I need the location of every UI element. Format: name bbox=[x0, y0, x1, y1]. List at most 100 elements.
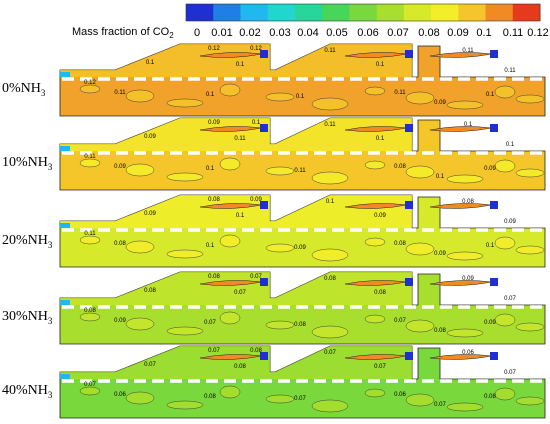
colorbar-swatch bbox=[294, 4, 323, 21]
contour-value-label: 0.11 bbox=[114, 90, 126, 96]
contour-blob bbox=[515, 245, 545, 255]
contour-value-label: 0.07 bbox=[504, 296, 516, 302]
contour-blob bbox=[405, 165, 435, 179]
contour-value-label: 0.07 bbox=[144, 362, 156, 368]
inlet-marker bbox=[60, 146, 70, 151]
contour-blob bbox=[364, 388, 386, 398]
contour-value-label: 0.08 bbox=[394, 164, 406, 170]
colorbar-tick-label: 0 bbox=[194, 27, 200, 39]
contour-blob bbox=[311, 248, 349, 262]
colorbar-swatch bbox=[403, 4, 432, 21]
contour-blob bbox=[364, 160, 386, 170]
contour-value-label: 0.1 bbox=[236, 213, 245, 219]
contour-blob bbox=[405, 91, 435, 105]
injector bbox=[405, 352, 413, 360]
contour-blob bbox=[494, 159, 516, 173]
contour-blob bbox=[446, 328, 484, 338]
contour-value-label: 0.08 bbox=[208, 274, 220, 280]
contour-value-label: 0.09 bbox=[294, 245, 306, 251]
injector bbox=[490, 201, 498, 209]
case-label: 20%NH3 bbox=[2, 233, 53, 250]
contour-blob bbox=[311, 97, 349, 111]
contour-blob bbox=[166, 249, 204, 259]
contour-value-label: 0.11 bbox=[84, 231, 96, 237]
contour-blob bbox=[166, 326, 204, 336]
colorbar-tick-label: 0.11 bbox=[503, 27, 524, 39]
colorbar-swatch bbox=[376, 4, 405, 21]
colorbar-swatch bbox=[512, 4, 541, 21]
colorbar-swatch bbox=[458, 4, 487, 21]
contour-value-label: 0.11 bbox=[324, 122, 336, 128]
contour-value-label: 0.08 bbox=[250, 348, 262, 354]
contour-value-label: 0.12 bbox=[250, 46, 262, 52]
legend-title: Mass fraction of CO2 bbox=[72, 26, 174, 40]
contour-value-label: 0.11 bbox=[294, 168, 306, 174]
contour-blob bbox=[265, 320, 295, 330]
contour-blob bbox=[446, 100, 484, 110]
contour-value-label: 0.06 bbox=[394, 392, 406, 398]
contour-blob bbox=[265, 92, 295, 102]
panel-3: 0.08 0.07 0.08 0.09 0.08 0.07 0.08 0.09 0.07 0.08… bbox=[2, 271, 546, 345]
injector bbox=[260, 352, 268, 360]
contour-value-label: 0.08 bbox=[144, 288, 156, 294]
injector bbox=[405, 201, 413, 209]
contour-value-label: 0.09 bbox=[250, 197, 262, 203]
contour-value-label: 0.09 bbox=[484, 320, 496, 326]
injector bbox=[490, 278, 498, 286]
contour-value-label: 0.08 bbox=[204, 394, 216, 400]
contour-value-label: 0.1 bbox=[296, 94, 305, 100]
contour-value-label: 0.08 bbox=[234, 364, 246, 370]
injector bbox=[490, 50, 498, 58]
case-label: 30%NH3 bbox=[2, 309, 53, 326]
contour-blob bbox=[494, 313, 516, 327]
colorbar-tick-label: 0.06 bbox=[357, 27, 378, 39]
panels: 0.12 0.12 0.11 0.110.1 0.1 0.10.11 0.1 0.10.110… bbox=[2, 43, 546, 419]
contour-value-label: 0.09 bbox=[208, 120, 220, 126]
contour-value-label: 0.06 bbox=[462, 350, 474, 356]
colorbar-swatch bbox=[485, 4, 514, 21]
colorbar-tick-label: 0.03 bbox=[269, 27, 290, 39]
contour-value-label: 0.11 bbox=[234, 136, 246, 142]
contour-value-label: 0.07 bbox=[504, 370, 516, 376]
contour-blob bbox=[364, 314, 386, 324]
contour-value-label: 0.1 bbox=[206, 166, 215, 172]
colorbar-tick-label: 0.07 bbox=[387, 27, 408, 39]
contour-blob bbox=[265, 394, 295, 404]
inlet-marker bbox=[60, 300, 70, 305]
contour-blob bbox=[219, 157, 241, 171]
colorbar-tick-label: 0.02 bbox=[239, 27, 260, 39]
contour-value-label: 0.11 bbox=[394, 90, 406, 96]
inlet-marker bbox=[60, 374, 70, 379]
colorbar-legend: Mass fraction of CO2 0 0.01 0.02 0.03 0.04 0.… bbox=[72, 3, 549, 40]
colorbar-swatch bbox=[186, 4, 214, 21]
contour-blob bbox=[405, 393, 435, 407]
injector bbox=[260, 50, 268, 58]
upper-region bbox=[60, 118, 412, 151]
contour-value-label: 0.07 bbox=[294, 396, 306, 402]
contour-blob bbox=[515, 94, 545, 104]
contour-value-label: 0.09 bbox=[374, 213, 386, 219]
contour-value-label: 0.07 bbox=[204, 320, 216, 326]
contour-blob bbox=[79, 158, 101, 168]
contour-value-label: 0.1 bbox=[486, 92, 495, 98]
contour-value-label: 0.1 bbox=[486, 243, 495, 249]
colorbar-swatch bbox=[349, 4, 378, 21]
colorbar-tick-label: 0.04 bbox=[297, 27, 318, 39]
contour-blob bbox=[446, 251, 484, 261]
contour-blob bbox=[405, 319, 435, 333]
contour-blob bbox=[166, 400, 204, 410]
contour-value-label: 0.08 bbox=[208, 197, 220, 203]
contour-value-label: 0.08 bbox=[462, 199, 474, 205]
colorbar bbox=[185, 3, 541, 22]
contour-blob bbox=[364, 86, 386, 96]
upper-region bbox=[60, 44, 412, 77]
contour-value-label: 0.1 bbox=[464, 122, 473, 128]
contour-value-label: 0.06 bbox=[114, 392, 126, 398]
injector bbox=[405, 124, 413, 132]
injector bbox=[260, 201, 268, 209]
injector bbox=[260, 278, 268, 286]
contour-value-label: 0.1 bbox=[206, 92, 215, 98]
contour-value-label: 0.08 bbox=[84, 308, 96, 314]
upper-region bbox=[60, 272, 412, 305]
